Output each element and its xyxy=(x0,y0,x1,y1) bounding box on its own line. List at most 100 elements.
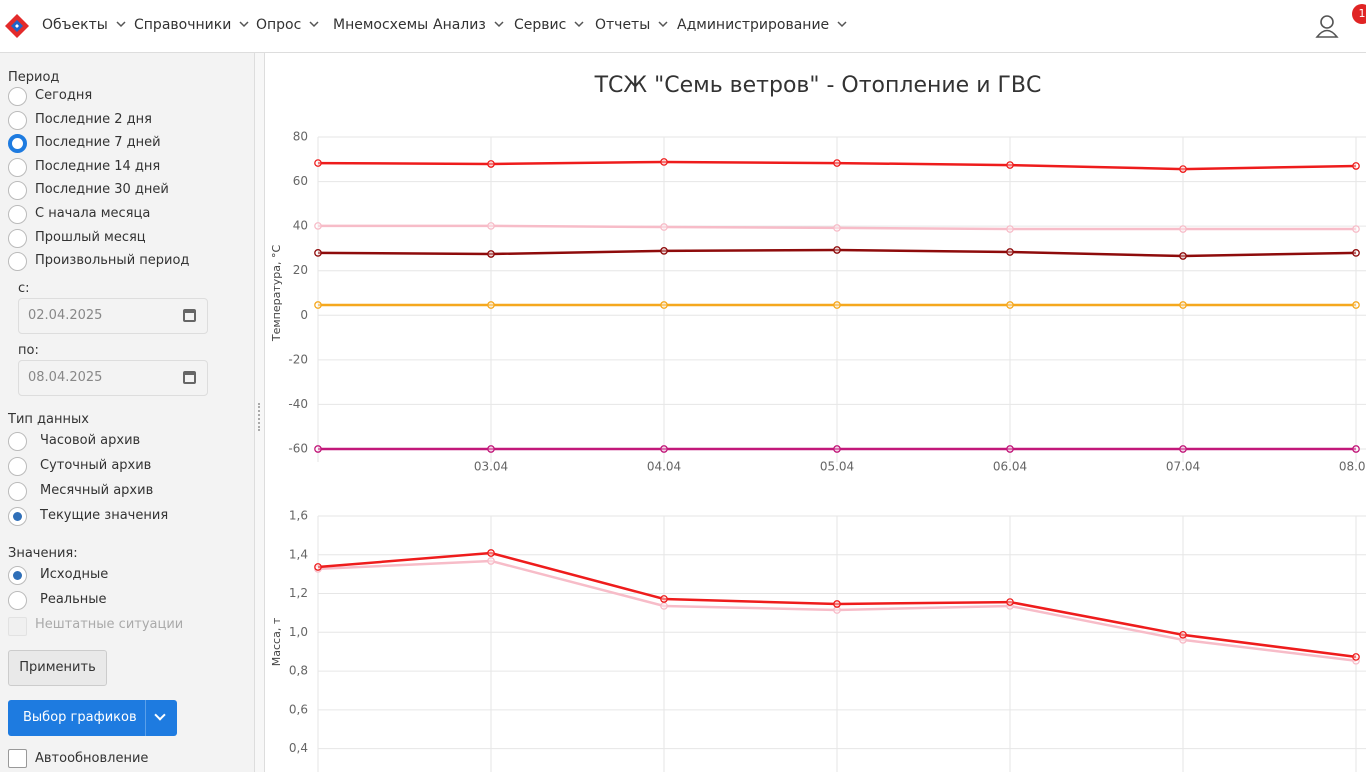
data-point xyxy=(833,600,841,608)
splitter-handle xyxy=(258,403,261,431)
radio[interactable] xyxy=(8,566,27,585)
nav-item[interactable]: Сервис xyxy=(514,17,585,33)
radio-label[interactable]: Месячный архив xyxy=(40,483,154,498)
data-point xyxy=(487,222,495,230)
radio-label[interactable]: Последние 2 дня xyxy=(35,111,152,127)
y-axis-label: Масса, т xyxy=(270,617,283,666)
radio[interactable] xyxy=(8,482,27,501)
chevron xyxy=(837,21,847,28)
radio[interactable] xyxy=(8,134,27,154)
data-point xyxy=(1179,225,1187,233)
y-tick-label: 0,8 xyxy=(289,664,308,678)
y-tick-label: 1,6 xyxy=(289,509,308,523)
radio[interactable] xyxy=(8,110,27,130)
x-tick-label: 05.04 xyxy=(820,460,854,474)
radio-label[interactable]: Часовой архив xyxy=(40,433,141,448)
radio[interactable] xyxy=(8,591,27,610)
data-point xyxy=(1352,653,1360,661)
nav-item[interactable]: Мнемосхемы xyxy=(333,17,429,33)
radio-label[interactable]: Последние 30 дней xyxy=(35,182,169,198)
splitter[interactable] xyxy=(255,53,265,772)
checkbox-label[interactable]: Автообновление xyxy=(35,751,149,766)
radio-label[interactable]: Исходные xyxy=(40,567,109,582)
radio-label[interactable]: Последние 7 дней xyxy=(35,135,161,151)
radio-dot xyxy=(13,571,22,580)
data-point xyxy=(487,445,495,453)
radio[interactable] xyxy=(8,181,27,201)
radio[interactable] xyxy=(8,157,27,177)
nav-item[interactable]: Объекты xyxy=(42,17,127,33)
radio-label[interactable]: С начала месяца xyxy=(35,206,151,221)
charts-button[interactable]: Выбор графиков xyxy=(8,700,177,736)
radio[interactable] xyxy=(8,228,27,248)
x-tick-label: 08.04 xyxy=(1339,460,1366,474)
y-tick-label: 0,6 xyxy=(289,702,308,716)
data-point xyxy=(1179,630,1187,639)
logo[interactable] xyxy=(4,13,30,39)
navbar: 1 Объекты Справочники Опрос Мнемосхемы Анали… xyxy=(0,0,1366,53)
nav-item[interactable]: Справочники xyxy=(134,17,250,33)
data-point xyxy=(487,160,495,168)
nav-item[interactable]: Отчеты xyxy=(595,17,669,33)
nav-item[interactable]: Администрирование xyxy=(677,17,848,33)
notification-badge[interactable]: 1 xyxy=(1352,4,1366,24)
data-point xyxy=(1006,225,1014,233)
radio-label[interactable]: Суточный архив xyxy=(40,458,152,473)
data-point xyxy=(314,445,322,453)
radio-label[interactable]: Произвольный период xyxy=(35,253,190,269)
data-point xyxy=(833,301,841,309)
data-point xyxy=(487,557,495,565)
label: Значения: xyxy=(8,546,78,561)
sidebar: Период Сегодня Последние 2 дня Последние 7 … xyxy=(0,53,255,772)
data-point xyxy=(1006,445,1014,453)
radio-label[interactable]: Последние 14 дня xyxy=(35,158,161,174)
data-point xyxy=(1352,249,1360,257)
radio[interactable] xyxy=(8,457,27,476)
checkbox[interactable] xyxy=(8,749,27,768)
checkbox-label: Нештатные ситуации xyxy=(35,617,184,632)
data-point xyxy=(1006,301,1014,309)
date-input[interactable]: 08.04.2025 xyxy=(18,360,208,396)
chevron xyxy=(494,21,504,28)
nav-item[interactable]: Анализ xyxy=(433,17,505,33)
data-point xyxy=(660,223,668,231)
radio[interactable] xyxy=(8,87,27,106)
y-tick-label: 40 xyxy=(293,219,308,233)
nav-item[interactable]: Опрос xyxy=(256,17,320,33)
data-point xyxy=(833,224,841,232)
radio[interactable] xyxy=(8,252,27,272)
data-point xyxy=(1006,248,1014,256)
radio[interactable] xyxy=(8,507,27,526)
y-tick-label: 20 xyxy=(293,263,308,277)
chevron xyxy=(239,21,249,28)
data-point xyxy=(1179,301,1187,309)
label: Период xyxy=(8,70,60,85)
label: с: xyxy=(18,281,30,296)
label: по: xyxy=(18,343,39,358)
calendar-icon xyxy=(183,309,196,322)
date-input[interactable]: 02.04.2025 xyxy=(18,298,208,334)
data-point xyxy=(1352,162,1360,170)
user-icon[interactable] xyxy=(1314,14,1340,38)
chevron xyxy=(154,709,166,721)
data-point xyxy=(660,158,668,166)
data-point xyxy=(660,602,668,610)
radio-label[interactable]: Реальные xyxy=(40,592,107,607)
charts-button-label[interactable]: Выбор графиков xyxy=(23,710,137,725)
radio-label[interactable]: Прошлый месяц xyxy=(35,229,146,245)
data-point xyxy=(487,301,495,309)
x-tick-label: 03.04 xyxy=(474,460,508,474)
checkbox xyxy=(8,617,27,636)
calendar-icon xyxy=(183,371,196,384)
data-point xyxy=(833,159,841,167)
series-line xyxy=(317,248,1357,258)
radio-label[interactable]: Сегодня xyxy=(35,88,93,103)
radio[interactable] xyxy=(8,205,27,224)
y-tick-label: 1,2 xyxy=(289,586,308,600)
radio-label[interactable]: Текущие значения xyxy=(40,508,169,523)
apply-button[interactable]: Применить xyxy=(8,650,107,686)
data-point xyxy=(660,445,668,453)
radio[interactable] xyxy=(8,432,27,451)
data-point xyxy=(660,595,668,603)
